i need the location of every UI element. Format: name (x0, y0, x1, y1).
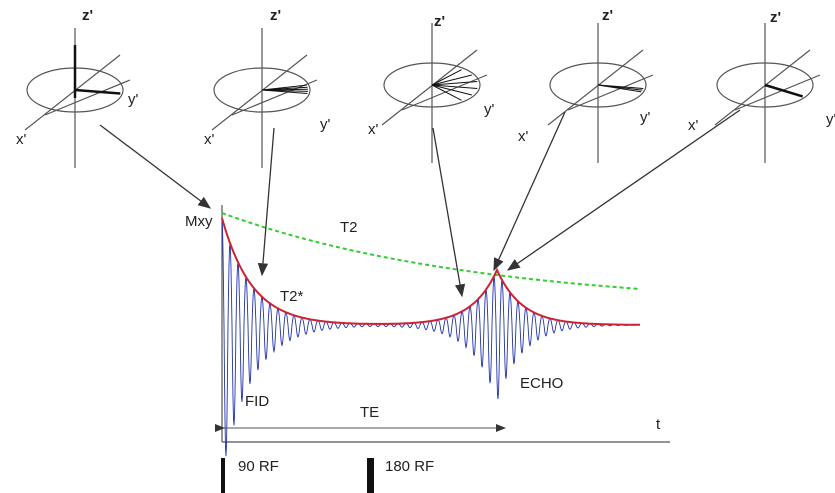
frame: z' y' x' (16, 7, 139, 168)
pulses: 90 RF 180 RF (221, 458, 434, 493)
arrow (508, 110, 740, 270)
echo-label: ECHO (520, 375, 563, 392)
z-label: z' (82, 7, 93, 24)
t2-curve (222, 213, 640, 289)
y-label: y' (826, 111, 835, 128)
y-axis (45, 80, 130, 115)
y-label: y' (320, 116, 331, 133)
t2-star-label: T2* (280, 288, 304, 305)
signal (222, 218, 640, 456)
z-label: z' (270, 7, 281, 24)
z-label: z' (602, 7, 613, 24)
x-label: x' (688, 117, 699, 134)
x-label: x' (16, 131, 27, 148)
y-axis (568, 75, 653, 110)
x-axis-label: t (656, 416, 661, 433)
y-label: y' (484, 101, 495, 118)
x-axis (715, 50, 810, 125)
z-label: z' (434, 13, 445, 30)
x-label: x' (368, 121, 379, 138)
frame: z' y' x' (688, 9, 835, 163)
arrow (100, 125, 210, 208)
spin-vector (75, 90, 120, 93)
y-axis (402, 75, 487, 110)
y-label: y' (640, 109, 651, 126)
graph: Mxy T2 T2* FID ECHO TE t (185, 205, 670, 456)
pulse-bar (367, 458, 374, 493)
arrow (262, 128, 274, 275)
arrow (433, 128, 462, 296)
frame: z' y' x' (204, 7, 331, 168)
frame: z' y' x' (518, 7, 653, 163)
y-axis-label: Mxy (185, 213, 213, 230)
te-label: TE (360, 404, 379, 421)
arrows (100, 110, 740, 296)
pulse-label: 180 RF (385, 458, 434, 475)
t2-label: T2 (340, 219, 358, 236)
y-axis (735, 75, 820, 110)
x-label: x' (204, 131, 215, 148)
arrow (494, 112, 565, 270)
frame: z' y' x' (368, 13, 495, 163)
fid-label: FID (245, 393, 269, 410)
x-label: x' (518, 128, 529, 145)
spin-echo-diagram: z' y' x' z' y' x' z' y' x' z' y' x' z' y' x' Mxy T2 T2… (0, 0, 835, 493)
z-label: z' (770, 9, 781, 26)
frames: z' y' x' z' y' x' z' y' x' z' y' x' z' y' x' (16, 7, 835, 168)
pulse-label: 90 RF (238, 458, 279, 475)
pulse-bar (221, 458, 225, 493)
y-label: y' (128, 91, 139, 108)
